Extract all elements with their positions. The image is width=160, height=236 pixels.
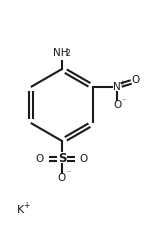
Text: N: N xyxy=(113,82,121,92)
Text: O: O xyxy=(36,154,44,164)
Text: K: K xyxy=(16,205,24,215)
Text: +: + xyxy=(119,80,125,86)
Text: ⁻: ⁻ xyxy=(66,169,70,177)
Text: O: O xyxy=(113,100,121,110)
Text: +: + xyxy=(23,201,29,210)
Text: NH: NH xyxy=(53,48,69,58)
Text: S: S xyxy=(58,152,66,165)
Text: O: O xyxy=(131,75,139,85)
Text: 2: 2 xyxy=(66,49,70,58)
Text: O: O xyxy=(58,173,66,183)
Text: O: O xyxy=(80,154,88,164)
Text: ⁻: ⁻ xyxy=(121,97,125,105)
